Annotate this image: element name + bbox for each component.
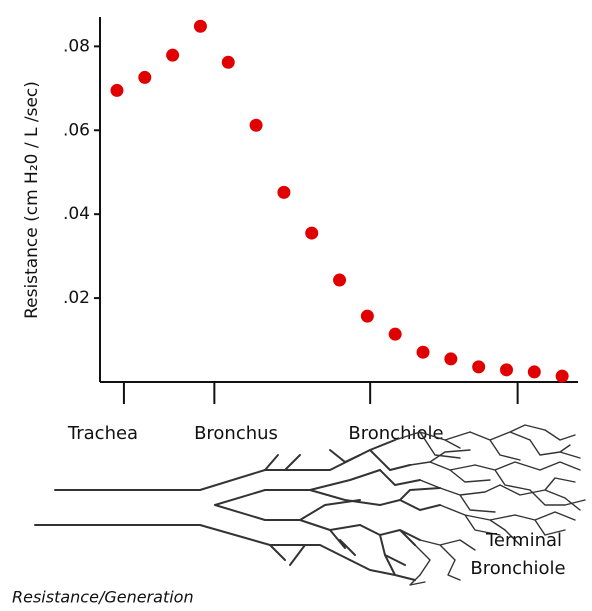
y-tick-label: .08	[63, 36, 90, 56]
data-point	[138, 70, 152, 84]
data-point	[166, 48, 180, 62]
y-tick-label: .04	[63, 204, 90, 224]
data-point	[221, 55, 235, 69]
data-point	[555, 369, 569, 383]
region-label: Trachea	[67, 423, 138, 444]
diagram-label: Terminal	[485, 530, 562, 551]
caption: Resistance/Generation	[12, 588, 194, 607]
data-point	[360, 309, 374, 323]
data-point	[333, 273, 347, 287]
diagram-label: Bronchiole	[470, 558, 565, 579]
y-tick-label: .06	[63, 120, 90, 140]
data-point	[527, 365, 541, 379]
data-point	[388, 327, 402, 341]
data-point	[416, 345, 430, 359]
bronchial-tree-diagram	[34, 424, 586, 586]
data-point	[472, 360, 486, 374]
y-axis-title: Resistance (cm H₂0 / L /sec)	[22, 81, 42, 319]
data-point	[110, 83, 124, 97]
data-point	[277, 185, 291, 199]
data-point	[193, 19, 207, 33]
data-point	[249, 118, 263, 132]
data-point	[499, 363, 513, 377]
region-label: Bronchus	[194, 423, 278, 444]
data-point	[305, 226, 319, 240]
data-point	[444, 352, 458, 366]
y-tick-label: .02	[63, 288, 90, 308]
region-label: Bronchiole	[348, 423, 443, 444]
